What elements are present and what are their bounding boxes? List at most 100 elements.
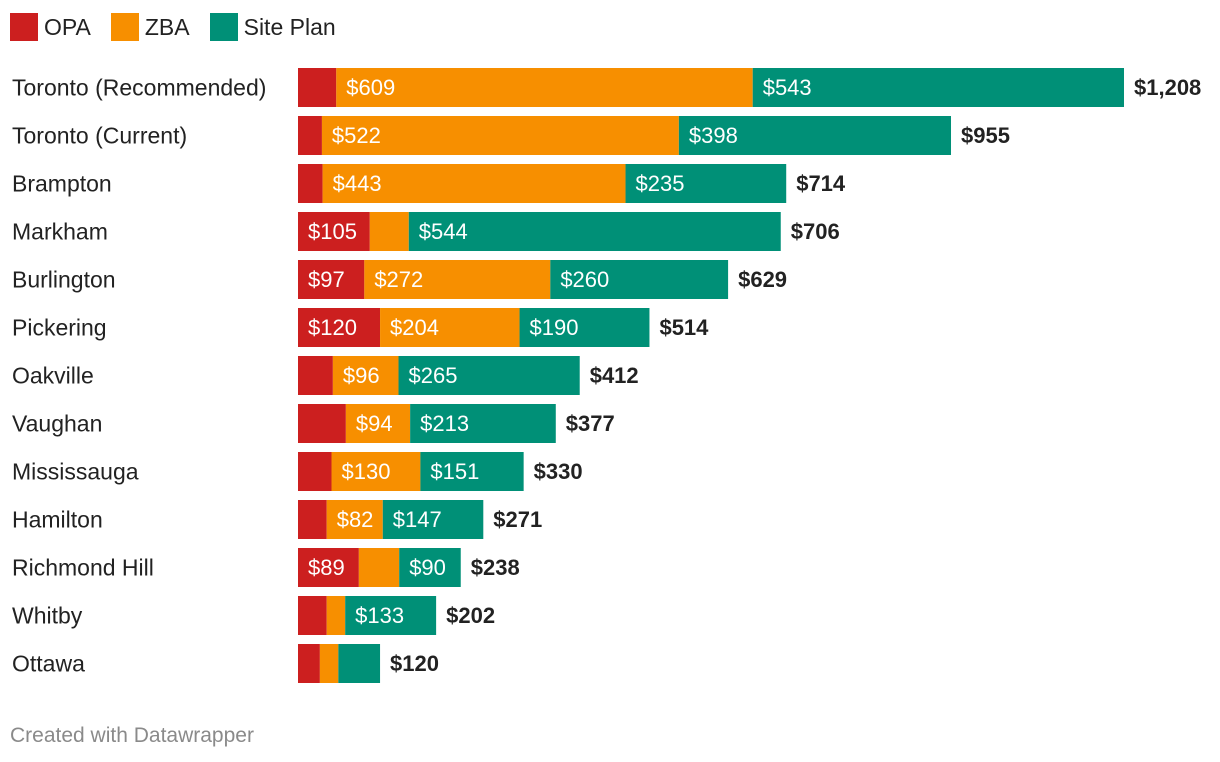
category-label: Whitby [12, 603, 83, 629]
total-label: $714 [796, 171, 846, 196]
segment-label: $82 [337, 507, 374, 532]
bar-segment [298, 212, 370, 251]
segment-label: $265 [409, 363, 458, 388]
bar-segment [338, 644, 381, 683]
bar-segment [678, 116, 952, 155]
bar-segment [752, 68, 1124, 107]
bar-segment [298, 68, 337, 107]
legend-swatch [110, 13, 139, 41]
total-label: $330 [534, 459, 583, 484]
category-label: Ottawa [12, 651, 85, 677]
bar-segment [326, 596, 346, 635]
bar-segment [319, 644, 339, 683]
total-label: $271 [493, 507, 542, 532]
category-label: Brampton [12, 171, 112, 197]
bar-segment [298, 308, 381, 347]
bar-segment [298, 596, 327, 635]
bar-segment [298, 548, 359, 587]
bar-segment [298, 644, 320, 683]
segment-label: $96 [343, 363, 380, 388]
bar-segment [298, 356, 333, 395]
bar-segment [298, 500, 327, 539]
bar-segment [408, 212, 781, 251]
segment-label: $235 [636, 171, 685, 196]
segment-label: $90 [409, 555, 446, 580]
segment-label: $543 [763, 75, 812, 100]
legend-label: Site Plan [243, 13, 336, 40]
segment-label: $130 [342, 459, 391, 484]
category-label: Vaughan [12, 411, 102, 437]
segment-label: $147 [393, 507, 442, 532]
category-label: Toronto (Recommended) [12, 75, 266, 101]
segment-label: $272 [374, 267, 423, 292]
segment-label: $213 [420, 411, 469, 436]
category-label: Burlington [12, 267, 116, 293]
total-label: $629 [738, 267, 787, 292]
segment-label: $89 [308, 555, 345, 580]
legend-label: OPA [44, 13, 91, 40]
bar-segment [321, 116, 679, 155]
bar-segment [410, 404, 556, 443]
segment-label: $97 [308, 267, 345, 292]
category-label: Richmond Hill [12, 555, 154, 581]
segment-label: $522 [332, 123, 381, 148]
total-label: $412 [590, 363, 639, 388]
bar-segment [336, 68, 753, 107]
segment-label: $94 [356, 411, 393, 436]
category-label: Mississauga [12, 459, 139, 485]
bar-segment [298, 452, 332, 491]
bar-segment [420, 452, 524, 491]
segment-label: $260 [560, 267, 609, 292]
total-label: $1,208 [1134, 75, 1201, 100]
segment-label: $544 [419, 219, 468, 244]
bar-segment [399, 548, 461, 587]
total-label: $202 [446, 603, 495, 628]
segment-label: $120 [308, 315, 357, 340]
legend-item: Site Plan [209, 13, 336, 41]
bar-segment [298, 116, 322, 155]
bar-segment [298, 164, 323, 203]
bar-segment [332, 356, 399, 395]
category-label: Toronto (Current) [12, 123, 187, 149]
bar-segment [326, 500, 383, 539]
bar-segment [345, 404, 411, 443]
total-label: $120 [390, 651, 439, 676]
category-label: Markham [12, 219, 108, 245]
bar-segment [369, 212, 409, 251]
total-label: $238 [471, 555, 520, 580]
segment-label: $398 [689, 123, 738, 148]
legend-label: ZBA [144, 13, 190, 40]
credit-text: Created with Datawrapper [10, 724, 254, 747]
bar-segment [519, 308, 650, 347]
legend-item: ZBA [110, 13, 190, 41]
total-label: $706 [791, 219, 840, 244]
bar-segment [380, 308, 520, 347]
category-label: Pickering [12, 315, 107, 341]
legend-swatch [209, 13, 238, 41]
legend-item: OPA [10, 13, 91, 41]
total-label: $377 [566, 411, 615, 436]
legend: OPA ZBA Site Plan [10, 12, 356, 42]
segment-label: $190 [530, 315, 579, 340]
bar-segment [322, 164, 626, 203]
bar-segment [298, 260, 365, 299]
segment-label: $151 [430, 459, 479, 484]
bar-segment [550, 260, 729, 299]
segment-label: $609 [346, 75, 395, 100]
category-label: Oakville [12, 363, 94, 389]
total-label: $955 [961, 123, 1010, 148]
segment-label: $443 [333, 171, 382, 196]
bar-segment [625, 164, 787, 203]
category-label: Hamilton [12, 507, 103, 533]
bar-segment [358, 548, 400, 587]
bar-segment [298, 404, 346, 443]
bar-segment [364, 260, 551, 299]
bar-segment [398, 356, 580, 395]
bar-segment [331, 452, 421, 491]
total-label: $514 [659, 315, 709, 340]
legend-swatch [10, 13, 38, 41]
bar-segment [345, 596, 437, 635]
segment-label: $133 [355, 603, 404, 628]
segment-label: $204 [390, 315, 439, 340]
